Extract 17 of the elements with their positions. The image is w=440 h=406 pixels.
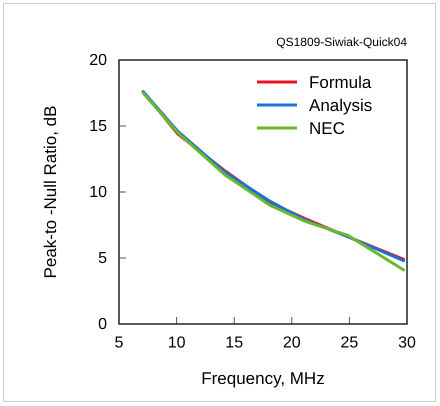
y-tick-label: 10 [89,184,108,202]
legend-label: Formula [309,73,372,92]
y-tick-label: 5 [98,250,108,268]
x-tick-label: 20 [282,334,301,352]
legend-label: Analysis [309,96,372,115]
legend-label: NEC [309,119,345,138]
y-axis-title: Peak-to -Null Ratio, dB [41,106,60,278]
x-tick-label: 15 [225,334,244,352]
x-tick-label: 5 [114,334,124,352]
x-tick-label: 25 [340,334,358,352]
text: QS1809-Siwiak-Quick04 [276,35,408,49]
x-tick-label: 30 [398,334,416,352]
y-tick-label: 20 [89,52,108,70]
x-tick-label: 10 [168,334,186,352]
x-axis-title: Frequency, MHz [201,369,325,388]
y-tick-label: 0 [98,316,108,334]
y-tick-label: 15 [89,118,108,136]
